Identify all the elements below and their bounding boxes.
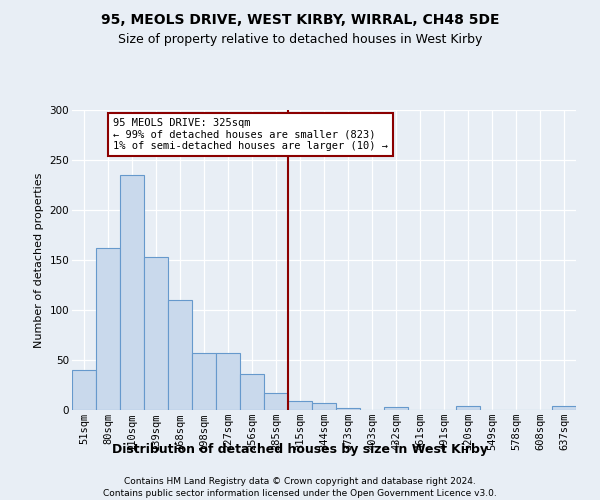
Bar [384, 407, 408, 410]
Bar [192, 353, 216, 410]
Text: Distribution of detached houses by size in West Kirby: Distribution of detached houses by size … [112, 442, 488, 456]
Text: Size of property relative to detached houses in West Kirby: Size of property relative to detached ho… [118, 32, 482, 46]
Bar [336, 408, 360, 410]
Bar [552, 406, 576, 410]
Bar [144, 257, 168, 410]
Bar [120, 175, 144, 410]
Bar [72, 370, 96, 410]
Bar [168, 300, 192, 410]
Text: 95 MEOLS DRIVE: 325sqm
← 99% of detached houses are smaller (823)
1% of semi-det: 95 MEOLS DRIVE: 325sqm ← 99% of detached… [113, 118, 388, 151]
Bar [240, 374, 264, 410]
Text: Contains public sector information licensed under the Open Government Licence v3: Contains public sector information licen… [103, 489, 497, 498]
Bar [96, 248, 120, 410]
Text: 95, MEOLS DRIVE, WEST KIRBY, WIRRAL, CH48 5DE: 95, MEOLS DRIVE, WEST KIRBY, WIRRAL, CH4… [101, 12, 499, 26]
Bar [456, 406, 480, 410]
Text: Contains HM Land Registry data © Crown copyright and database right 2024.: Contains HM Land Registry data © Crown c… [124, 478, 476, 486]
Bar [264, 393, 288, 410]
Bar [312, 403, 336, 410]
Bar [288, 401, 312, 410]
Bar [216, 353, 240, 410]
Y-axis label: Number of detached properties: Number of detached properties [34, 172, 44, 348]
